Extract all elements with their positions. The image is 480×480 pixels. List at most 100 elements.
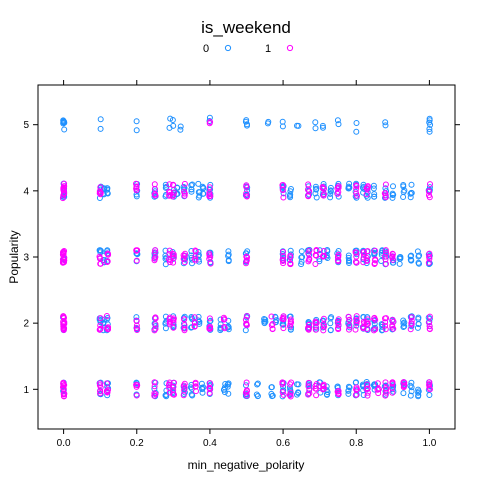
point-series-0 xyxy=(415,392,422,399)
point-series-0 xyxy=(169,117,176,123)
point-series-0 xyxy=(298,261,305,268)
point-series-0 xyxy=(100,191,107,198)
point-series-1 xyxy=(408,320,415,327)
point-series-0 xyxy=(170,122,177,129)
point-series-0 xyxy=(97,116,104,123)
point-series-0 xyxy=(188,182,195,189)
point-series-0 xyxy=(181,313,188,320)
point-series-1 xyxy=(152,315,159,322)
point-series-1 xyxy=(320,327,327,334)
point-series-0 xyxy=(188,186,195,193)
point-series-0 xyxy=(407,190,414,197)
point-series-0 xyxy=(415,253,422,260)
point-series-1 xyxy=(401,383,408,390)
point-series-0 xyxy=(207,317,214,324)
point-series-0 xyxy=(426,117,433,124)
point-series-0 xyxy=(378,327,385,334)
point-series-0 xyxy=(287,191,294,198)
point-series-1 xyxy=(169,250,176,257)
point-series-1 xyxy=(170,315,177,322)
point-series-1 xyxy=(181,180,188,187)
x-tick-label-3: 0.6 xyxy=(276,438,290,449)
point-series-1 xyxy=(426,384,433,391)
point-series-0 xyxy=(316,258,323,265)
point-series-1 xyxy=(60,184,67,191)
point-series-0 xyxy=(207,181,214,188)
point-series-0 xyxy=(408,323,415,330)
legend-marker-0 xyxy=(224,44,232,52)
point-series-0 xyxy=(353,120,360,126)
point-series-1 xyxy=(152,391,159,398)
point-series-0 xyxy=(294,391,300,398)
point-series-0 xyxy=(400,317,407,324)
point-series-1 xyxy=(335,253,342,260)
point-series-0 xyxy=(254,380,261,387)
point-series-1 xyxy=(96,188,103,195)
point-series-1 xyxy=(319,184,326,190)
point-series-0 xyxy=(390,388,397,395)
point-series-0 xyxy=(225,381,232,388)
point-series-1 xyxy=(181,192,188,199)
point-series-1 xyxy=(97,384,104,391)
point-series-1 xyxy=(221,325,228,332)
point-series-1 xyxy=(353,183,360,190)
point-series-0 xyxy=(188,315,195,322)
point-series-0 xyxy=(133,314,140,321)
point-series-1 xyxy=(170,319,177,326)
point-series-1 xyxy=(371,315,378,322)
point-series-0 xyxy=(97,125,104,132)
point-series-0 xyxy=(254,393,261,399)
point-series-1 xyxy=(353,391,360,398)
point-series-0 xyxy=(261,318,268,325)
point-series-0 xyxy=(316,247,323,254)
y-tick-label-0: 1 xyxy=(23,385,29,396)
point-series-1 xyxy=(191,323,198,330)
point-series-1 xyxy=(97,315,104,322)
point-series-0 xyxy=(327,327,334,334)
point-series-1 xyxy=(312,326,319,333)
point-series-1 xyxy=(104,258,111,265)
point-series-1 xyxy=(320,385,327,392)
point-series-1 xyxy=(169,193,176,200)
point-series-0 xyxy=(345,252,352,259)
point-series-1 xyxy=(279,389,286,396)
point-series-0 xyxy=(415,386,422,393)
legend-marker-1 xyxy=(286,44,294,52)
point-series-1 xyxy=(152,247,159,254)
point-series-1 xyxy=(104,250,111,257)
point-series-0 xyxy=(371,317,378,324)
point-series-1 xyxy=(181,259,188,266)
point-series-1 xyxy=(103,380,110,387)
point-series-1 xyxy=(151,390,158,397)
point-series-1 xyxy=(426,323,433,329)
point-series-1 xyxy=(375,386,382,393)
point-series-0 xyxy=(288,186,294,192)
point-series-1 xyxy=(59,259,66,266)
point-series-1 xyxy=(371,260,378,267)
point-series-0 xyxy=(407,194,414,201)
point-series-1 xyxy=(306,387,313,394)
point-series-1 xyxy=(346,326,352,333)
point-series-1 xyxy=(269,326,276,333)
point-series-1 xyxy=(181,190,188,197)
point-series-1 xyxy=(59,195,66,202)
point-series-1 xyxy=(180,252,187,259)
point-series-0 xyxy=(133,127,140,134)
point-series-1 xyxy=(372,256,379,263)
point-series-1 xyxy=(353,313,360,320)
point-series-1 xyxy=(280,325,287,332)
point-series-0 xyxy=(133,193,140,200)
point-series-0 xyxy=(407,392,414,399)
point-series-0 xyxy=(327,187,334,194)
point-series-1 xyxy=(390,325,397,332)
point-series-1 xyxy=(280,249,286,255)
point-series-1 xyxy=(375,390,382,397)
point-series-1 xyxy=(426,188,433,195)
point-series-0 xyxy=(312,119,319,126)
point-series-1 xyxy=(313,247,320,254)
point-series-0 xyxy=(400,320,407,327)
point-series-0 xyxy=(408,379,415,386)
point-series-1 xyxy=(400,379,407,386)
point-series-0 xyxy=(327,194,334,201)
point-series-1 xyxy=(60,382,67,389)
